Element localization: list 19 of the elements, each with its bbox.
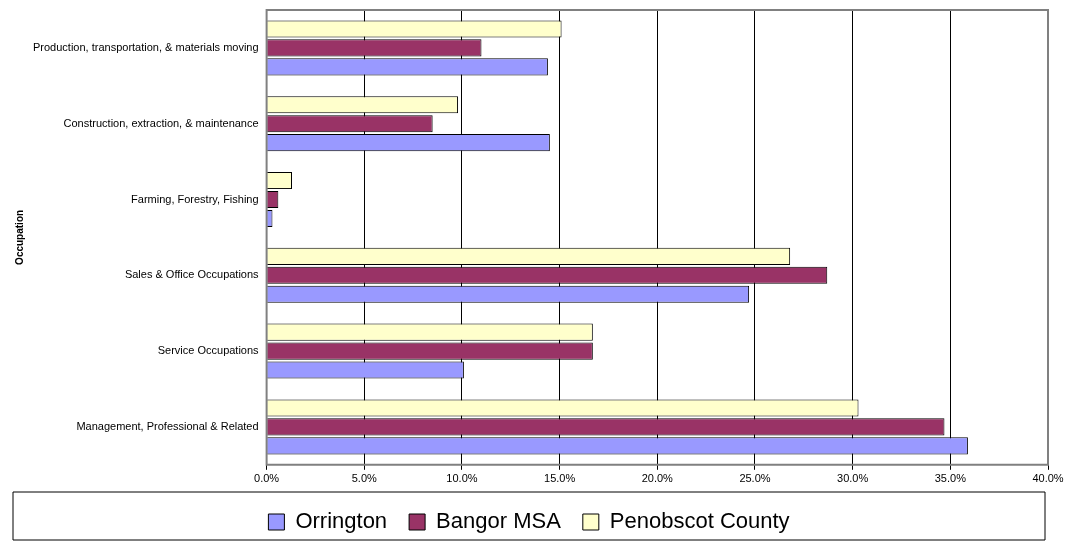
x-tick-label: 5.0% <box>351 472 378 485</box>
legend-label: Bangor MSA <box>436 508 562 534</box>
y-tick-label: Construction, extraction, & maintenance <box>63 116 259 129</box>
x-tick-label: 20.0% <box>641 472 674 485</box>
y-axis-title: Occupation <box>13 209 25 265</box>
x-tick-label: 35.0% <box>934 472 967 485</box>
x-tick-label: 25.0% <box>739 472 771 485</box>
legend-label: Orrington <box>295 508 388 534</box>
y-tick-label: Production, transportation, & materials moving <box>33 40 259 53</box>
y-tick-label: Management, Professional & Related <box>76 419 259 432</box>
y-tick-label: Sales & Office Occupations <box>124 268 260 281</box>
x-tick-label: 10.0% <box>446 472 478 485</box>
y-tick-label: Service Occupations <box>157 344 260 357</box>
y-tick-label: Farming, Forestry, Fishing <box>131 192 259 205</box>
x-tick-label: 15.0% <box>544 472 576 485</box>
legend-label: Penobscot County <box>609 508 790 534</box>
x-tick-label: 40.0% <box>1032 472 1064 485</box>
x-tick-label: 30.0% <box>837 472 869 485</box>
x-tick-label: 0.0% <box>254 472 280 485</box>
